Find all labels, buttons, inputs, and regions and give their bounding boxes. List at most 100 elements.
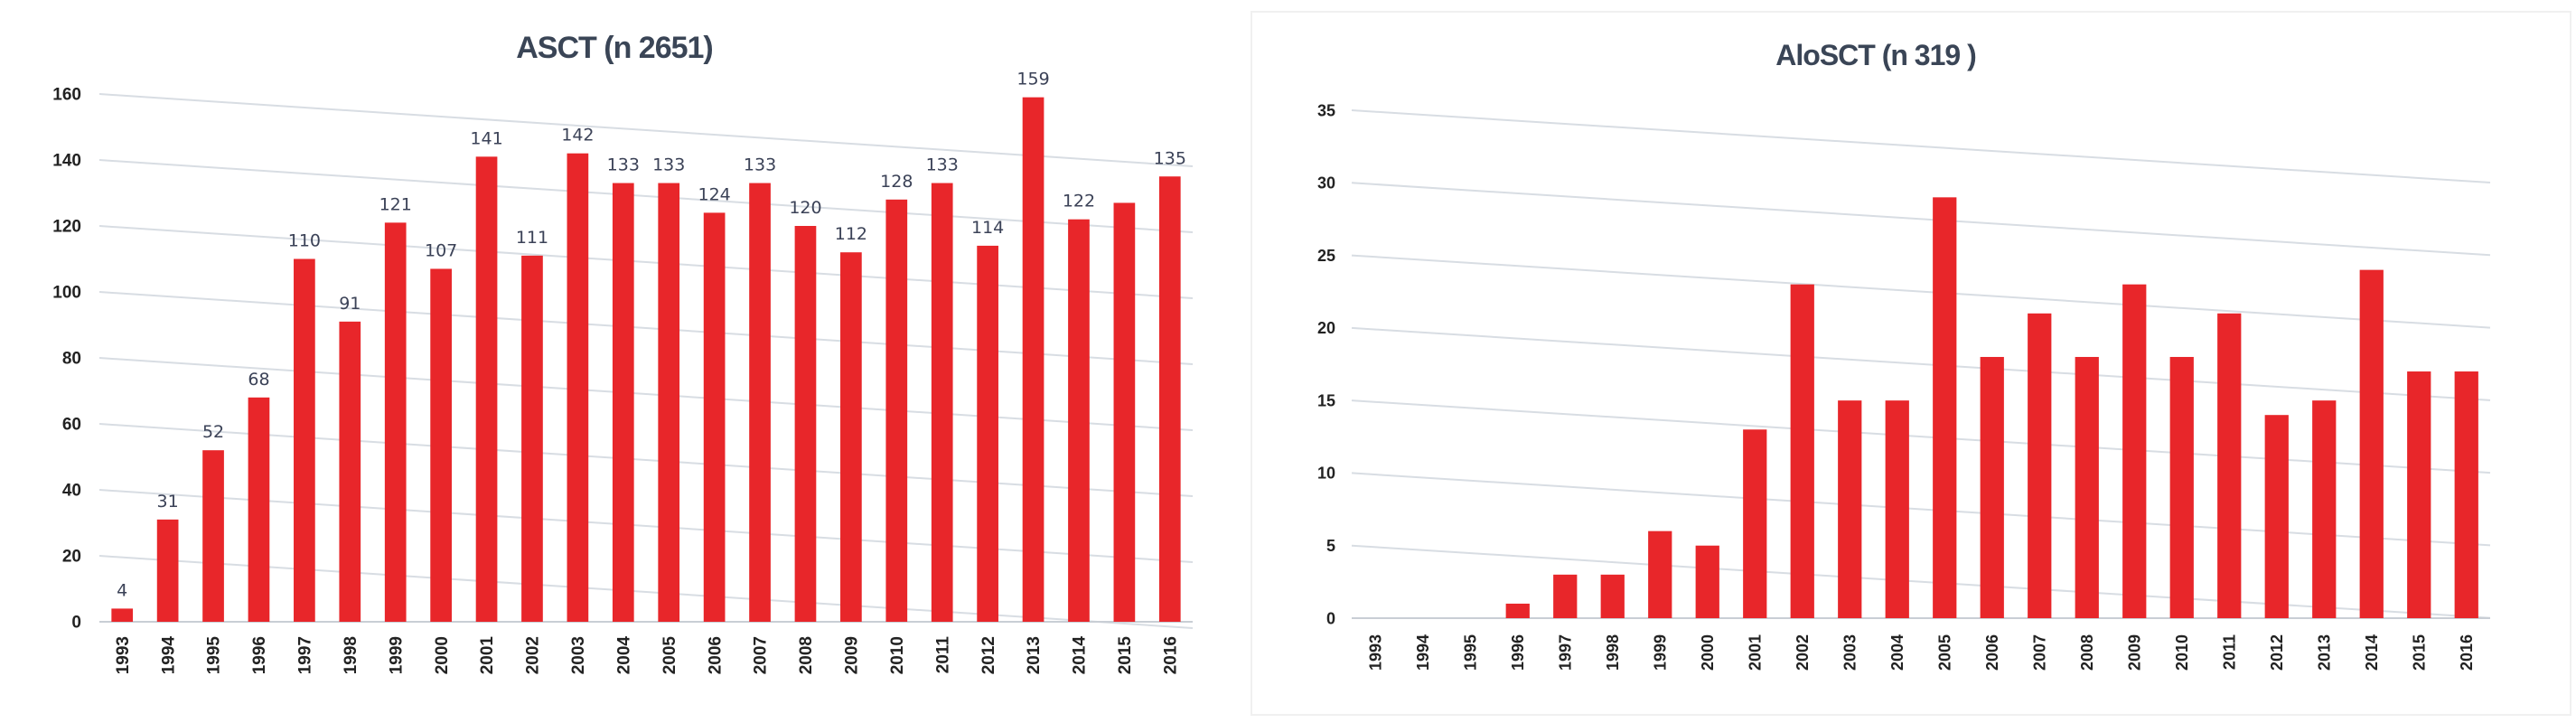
alosct-chart-panel: AloSCT (n 319 ) 0 5 10 15 20 25 30 35 1993 1994 199…	[1251, 11, 2571, 716]
chart-0-data-label: 121	[379, 194, 412, 214]
chart-1-x-tick-label: 1995	[1462, 634, 1480, 671]
chart-0-x-tick-label: 1993	[114, 636, 133, 674]
chart-1-x-tick-label: 2011	[2221, 634, 2239, 670]
chart-1-gridline	[1351, 254, 2491, 329]
chart-1-x-tick-label: 2015	[2411, 634, 2429, 671]
chart-0-data-label: 159	[1016, 70, 1049, 89]
chart-0-bar-2014	[1068, 219, 1090, 622]
chart-1-x-tick-label: 1999	[1652, 634, 1670, 671]
chart-0-data-label: 133	[652, 155, 685, 175]
chart-1-gridline	[1351, 326, 2491, 401]
chart-0-data-label: 122	[1063, 192, 1095, 211]
chart-0-data-label: 120	[789, 198, 821, 218]
chart-0-bar-2009	[840, 252, 862, 622]
chart-0-x-tick-label: 2014	[1071, 636, 1090, 675]
chart-0-x-tick-label: 2001	[478, 636, 497, 675]
chart-1-x-tick-label: 2013	[2316, 634, 2334, 671]
chart-1-bar-2008	[2075, 356, 2099, 618]
chart-1-gridline	[1351, 544, 2491, 619]
chart-1-bar-1997	[1553, 574, 1578, 618]
chart-0-x-tick-label: 1998	[342, 636, 361, 674]
chart-1-bar-2015	[2407, 371, 2431, 618]
chart-0-y-tick-label: 40	[62, 482, 81, 501]
chart-1-x-tick-label: 2004	[1888, 634, 1906, 671]
chart-0-bar-2011	[931, 183, 953, 623]
chart-0-data-label: 91	[339, 294, 361, 314]
chart-1-bar-2014	[2359, 269, 2384, 618]
chart-0-bar-2004	[612, 183, 634, 623]
chart-0-x-tick-label: 2013	[1025, 636, 1044, 674]
chart-1-x-tick-label: 1998	[1604, 634, 1622, 671]
chart-0-bar-2003	[567, 153, 589, 622]
chart-1-bar-2000	[1695, 545, 1719, 618]
chart-0-x-tick-label: 2002	[524, 636, 543, 674]
chart-0-x-tick-label: 2012	[979, 636, 998, 674]
chart-1-y-tick-label: 10	[1317, 465, 1335, 483]
chart-1-bar-2012	[2264, 415, 2289, 618]
chart-1-bar-2011	[2217, 313, 2242, 618]
chart-1-bar-2013	[2312, 400, 2337, 618]
chart-0-y-tick-label: 120	[52, 218, 81, 237]
chart-0-x-tick-label: 2005	[660, 636, 679, 675]
chart-0-title: ASCT (n 2651)	[516, 31, 713, 65]
chart-0-x-tick-label: 2004	[614, 636, 633, 675]
chart-0-y-tick-label: 20	[62, 548, 81, 567]
chart-0-data-label: 111	[516, 228, 548, 248]
chart-0-y-tick-label: 0	[71, 614, 81, 633]
chart-0-y-tick-label: 160	[52, 86, 81, 105]
chart-0-gridline	[98, 357, 1194, 431]
chart-0-data-label: 114	[971, 218, 1004, 238]
chart-1-x-tick-label: 2002	[1794, 634, 1812, 671]
chart-0-bar-1995	[202, 450, 224, 622]
chart-1-x-tick-label: 2005	[1936, 634, 1954, 671]
chart-1-x-tick-label: 1993	[1367, 634, 1385, 671]
chart-0-x-tick-label: 2007	[752, 636, 771, 674]
chart-0-bar-2000	[430, 268, 452, 622]
chart-1-title: AloSCT (n 319 )	[1775, 39, 1976, 71]
chart-0-bar-2005	[658, 183, 680, 623]
chart-1-y-tick-label: 35	[1317, 101, 1335, 119]
chart-0-x-tick-label: 2000	[433, 636, 452, 674]
chart-0-bar-2008	[794, 226, 817, 622]
chart-1-x-tick-label: 2003	[1841, 634, 1859, 671]
chart-1-bar-1996	[1505, 603, 1530, 618]
chart-0-data-label: 4	[117, 580, 127, 600]
chart-0-bar-2006	[703, 212, 726, 622]
chart-1-x-tick-label: 2001	[1747, 634, 1765, 671]
chart-1-y-tick-label: 15	[1317, 391, 1335, 409]
chart-1-bar-2016	[2454, 371, 2478, 618]
chart-0-bar-2015	[1113, 202, 1136, 622]
chart-0-x-tick-label: 2010	[888, 636, 907, 674]
chart-0-data-label: 68	[248, 370, 269, 390]
chart-0-x-tick-label: 2016	[1161, 636, 1180, 674]
chart-0-x-tick-label: 1999	[387, 636, 406, 674]
chart-0-data-label: 133	[607, 155, 640, 175]
chart-0-x-tick-label: 1995	[205, 636, 224, 675]
chart-0-bar-2002	[521, 255, 543, 622]
chart-1-bar-2010	[2169, 356, 2194, 618]
chart-1-bar-2003	[1838, 400, 1862, 618]
chart-0-gridline	[98, 555, 1194, 629]
chart-0-data-label: 31	[157, 492, 179, 512]
chart-0-x-tick-label: 2008	[797, 636, 816, 674]
chart-0-bar-2016	[1158, 176, 1181, 622]
chart-1-x-tick-label: 1996	[1509, 634, 1527, 671]
chart-1-y-tick-label: 5	[1326, 537, 1335, 555]
chart-0-x-tick-label: 2009	[843, 636, 862, 674]
chart-0-y-tick-label: 140	[52, 152, 81, 171]
chart-1-gridline	[1351, 472, 2491, 547]
chart-0-data-label: 128	[880, 172, 913, 192]
chart-1-bar-2002	[1790, 284, 1814, 618]
chart-0-y-tick-label: 100	[52, 284, 81, 303]
chart-0-data-label: 107	[425, 240, 457, 260]
chart-1-x-tick-label: 2007	[2031, 634, 2049, 671]
chart-0-data-label: 133	[926, 155, 959, 175]
chart-0-x-tick-label: 2015	[1116, 636, 1135, 675]
chart-0-bar-1996	[248, 397, 270, 622]
chart-1-bar-2007	[2028, 313, 2052, 618]
chart-1-x-tick-label: 2000	[1699, 634, 1717, 671]
chart-0-bar-1994	[156, 519, 179, 622]
chart-1-bar-2004	[1885, 400, 1909, 618]
chart-1-bar-2001	[1743, 429, 1767, 618]
chart-1-bar-1998	[1600, 574, 1625, 618]
